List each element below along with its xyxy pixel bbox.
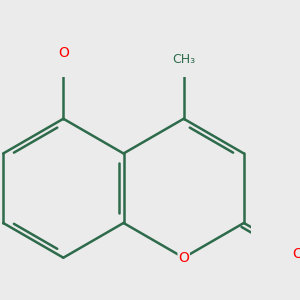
Text: O: O (178, 251, 189, 265)
Text: O: O (292, 247, 300, 261)
Text: CH₃: CH₃ (172, 53, 195, 66)
Text: O: O (58, 46, 69, 60)
